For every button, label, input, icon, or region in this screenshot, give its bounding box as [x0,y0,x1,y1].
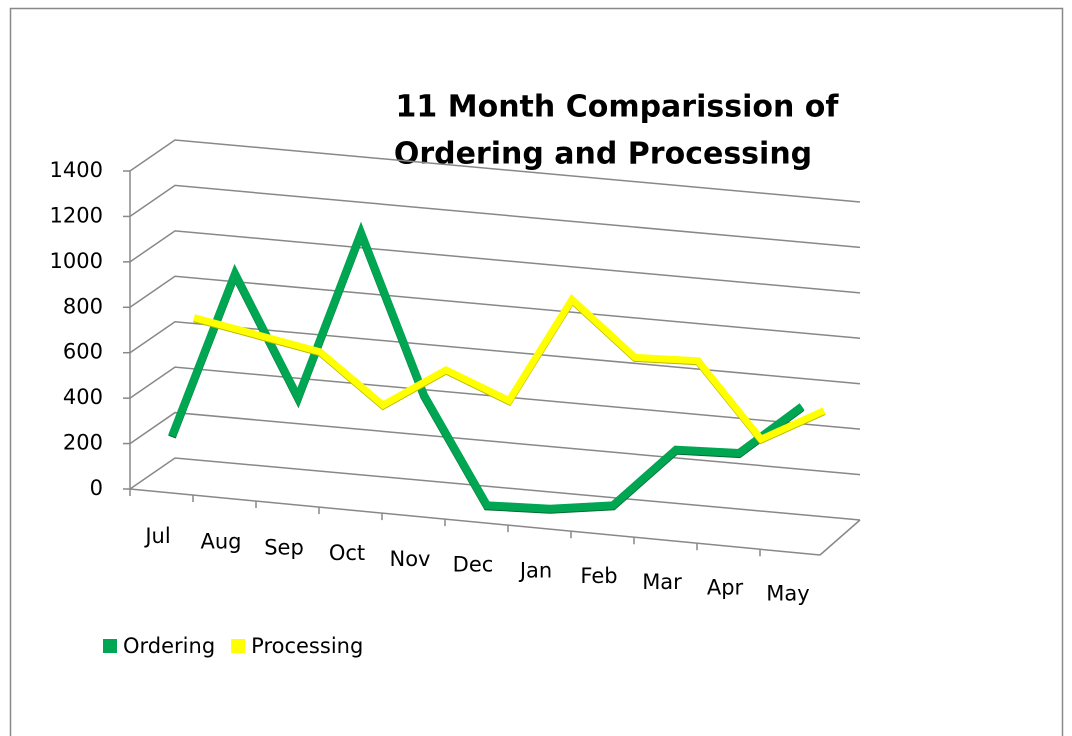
x-tick-label: Apr [707,576,744,600]
series-line [168,221,805,513]
y-tick-label: 400 [63,385,103,409]
chart-title: 11 Month Comparission of [396,90,840,125]
y-tick-label: 800 [63,294,103,318]
floor-side [819,519,861,556]
chart-frame [9,7,1064,736]
grid-line [129,411,861,476]
x-tick-label: Mar [642,570,682,594]
legend-swatch [231,639,246,653]
floor-front [129,488,821,556]
grid-line [129,275,861,340]
y-tick-label: 0 [90,476,103,500]
x-tick-label: May [766,581,809,605]
legend-swatch [103,639,117,653]
grid-line [129,457,861,521]
y-tick-label: 200 [63,431,103,455]
x-tick-label: Jul [143,524,170,548]
y-tick-label: 1200 [50,203,103,227]
y-tick-label: 1400 [50,158,103,182]
x-tick-label: Aug [200,530,241,554]
y-tick-label: 600 [63,340,103,364]
x-tick-label: Dec [453,553,494,577]
grid-line [129,184,861,249]
grid-line [129,320,861,385]
chart-title: Ordering and Processing [394,137,812,172]
x-tick-label: Sep [264,535,304,559]
x-tick-label: Oct [329,541,365,565]
grid-line [129,230,861,294]
x-tick-label: Nov [390,547,431,571]
series-line [193,294,826,444]
x-tick-label: Jan [518,558,552,582]
legend-label: Ordering [123,634,215,658]
grid-line [129,366,861,430]
x-tick-label: Feb [580,564,617,588]
legend-label: Processing [251,634,363,658]
y-tick-label: 1000 [50,249,103,273]
grid-line [129,139,861,203]
